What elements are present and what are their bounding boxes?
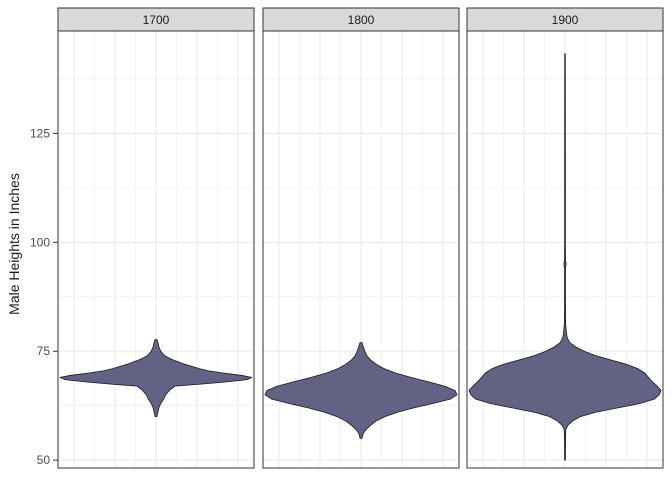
facet-label-1900: 1900 [552, 13, 579, 27]
facet-label-1800: 1800 [348, 13, 375, 27]
facet-strip [262, 7, 460, 32]
violin-1800 [264, 342, 458, 439]
facet-strip [466, 7, 664, 32]
y-tick-label: 50 [37, 453, 51, 467]
facet-strip [57, 7, 255, 32]
y-tick-label: 100 [30, 235, 50, 249]
violin-1900 [468, 53, 662, 461]
y-axis-title: Male Heights in Inches [6, 173, 22, 315]
facet-label-1700: 1700 [143, 13, 170, 27]
y-tick-label: 75 [37, 344, 51, 358]
violin-1700 [59, 339, 253, 417]
y-tick-label: 125 [30, 126, 50, 140]
